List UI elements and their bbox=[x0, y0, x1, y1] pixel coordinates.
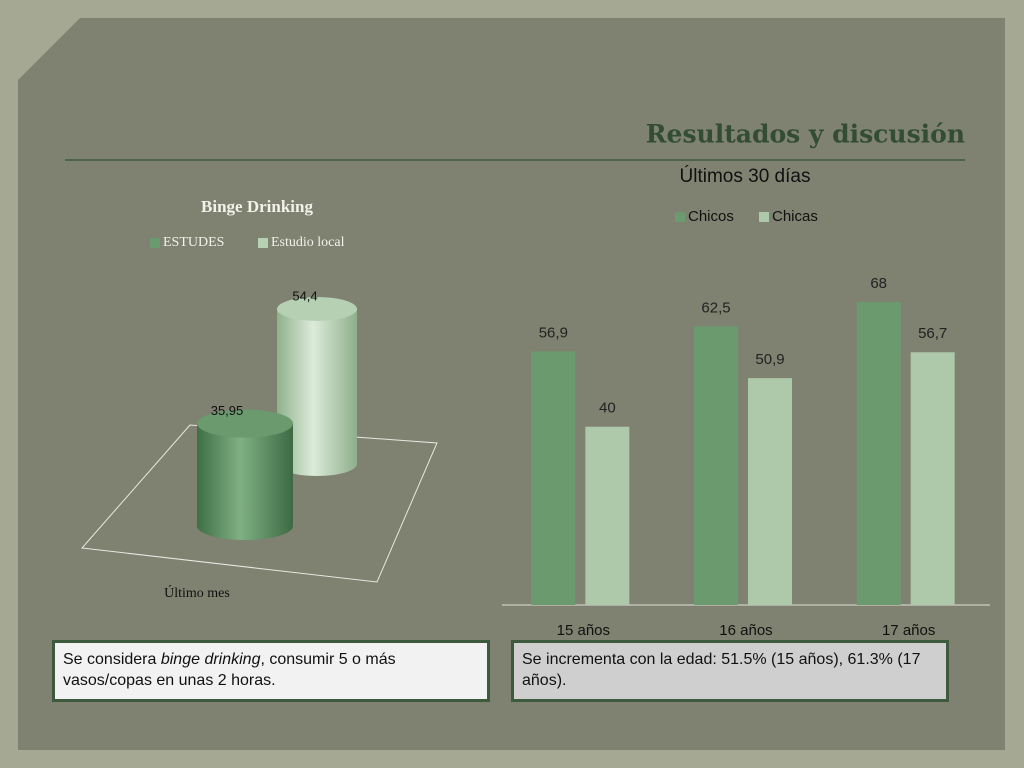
bar bbox=[910, 352, 955, 605]
note-box: Se considera binge drinking, consumir 5 … bbox=[52, 640, 490, 702]
data-label: 56,9 bbox=[539, 324, 568, 341]
floor bbox=[80, 424, 438, 583]
legend-label: ESTUDES bbox=[163, 235, 224, 250]
cylinder-top bbox=[197, 409, 293, 438]
data-label: 62,5 bbox=[701, 299, 730, 316]
note-box: Se incrementa con la edad: 51.5% (15 año… bbox=[511, 640, 949, 702]
note-text: Se considera bbox=[63, 651, 161, 668]
data-label: 35,95 bbox=[211, 403, 244, 418]
legend-swatch bbox=[150, 238, 160, 248]
chart-title: Binge Drinking bbox=[201, 197, 313, 216]
bar bbox=[694, 326, 738, 605]
note-text: binge drinking bbox=[160, 651, 261, 668]
legend-label: Estudio local bbox=[271, 235, 345, 250]
bar bbox=[585, 426, 630, 605]
slide-title: Resultados y discusión bbox=[646, 120, 965, 149]
cylinder bbox=[277, 308, 357, 476]
x-tick-label: 15 años bbox=[557, 622, 610, 639]
bar bbox=[748, 378, 792, 605]
legend-swatch bbox=[258, 238, 268, 248]
note-text: , consumir 5 o más vasos/copas en unas 2… bbox=[63, 651, 396, 689]
data-label: 54,4 bbox=[292, 288, 317, 303]
cylinder-top bbox=[277, 296, 357, 321]
legend-swatch bbox=[759, 212, 769, 222]
data-label: 50,9 bbox=[755, 351, 784, 368]
data-label: 68 bbox=[870, 275, 887, 292]
bar bbox=[856, 301, 901, 605]
legend-label: Chicas bbox=[772, 208, 818, 225]
x-tick-label: Último mes bbox=[164, 584, 230, 601]
note-text: Se incrementa con la edad: 51.5% (15 año… bbox=[522, 651, 921, 689]
legend-label: Chicos bbox=[688, 208, 734, 225]
bar bbox=[531, 351, 576, 605]
legend-swatch bbox=[675, 212, 685, 222]
data-label: 40 bbox=[599, 400, 616, 417]
data-label: 56,7 bbox=[918, 325, 947, 342]
cylinder bbox=[197, 423, 293, 540]
x-tick-label: 16 años bbox=[719, 622, 772, 639]
chart-title: Últimos 30 días bbox=[680, 165, 811, 187]
x-tick-label: 17 años bbox=[882, 622, 935, 639]
